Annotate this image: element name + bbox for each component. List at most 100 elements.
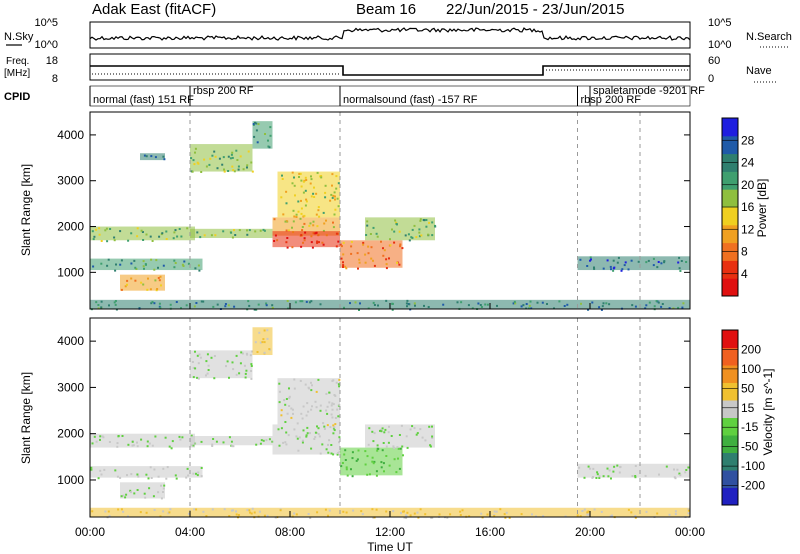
echo-cell bbox=[129, 491, 132, 494]
echo-cell bbox=[401, 445, 404, 448]
echo-cell bbox=[162, 155, 165, 158]
echo-band bbox=[272, 231, 340, 248]
echo-cell bbox=[211, 508, 214, 511]
echo-cell bbox=[328, 509, 331, 512]
echo-cell bbox=[191, 361, 194, 363]
echo-cell bbox=[205, 165, 208, 168]
echo-cell bbox=[459, 510, 462, 513]
echo-cell bbox=[311, 246, 314, 249]
echo-cell bbox=[92, 265, 95, 268]
echo-cell bbox=[383, 470, 385, 473]
echo-cell bbox=[303, 239, 306, 242]
echo-cell bbox=[171, 440, 174, 443]
echo-cell bbox=[292, 220, 295, 223]
echo-cell bbox=[239, 362, 242, 365]
echo-cell bbox=[124, 285, 127, 288]
echo-cell bbox=[323, 222, 326, 225]
echo-cell bbox=[91, 510, 94, 513]
y-tick-label: 4000 bbox=[57, 128, 84, 142]
y-tick-label: 2000 bbox=[57, 220, 84, 234]
echo-cell bbox=[331, 184, 333, 187]
echo-cell bbox=[618, 471, 621, 474]
echo-cell bbox=[364, 261, 367, 264]
echo-cell bbox=[393, 230, 396, 233]
echo-cell bbox=[579, 515, 582, 518]
echo-cell bbox=[608, 303, 611, 306]
echo-cell bbox=[351, 457, 354, 460]
echo-cell bbox=[280, 414, 283, 417]
power-echoes bbox=[90, 121, 690, 311]
echo-cell bbox=[319, 303, 322, 306]
echo-cell bbox=[286, 237, 289, 239]
freq-label: Freq. bbox=[6, 56, 29, 67]
echo-cell bbox=[232, 368, 235, 371]
echo-cell bbox=[304, 383, 307, 386]
echo-cell bbox=[589, 467, 592, 470]
echo-cell bbox=[379, 428, 382, 431]
echo-cell bbox=[356, 252, 359, 255]
echo-cell bbox=[299, 300, 302, 303]
echo-cell bbox=[413, 224, 416, 227]
echo-cell bbox=[93, 435, 96, 438]
echo-cell bbox=[366, 455, 369, 458]
echo-cell bbox=[246, 509, 249, 512]
echo-cell bbox=[313, 196, 316, 198]
echo-cell bbox=[165, 477, 168, 480]
echo-cell bbox=[644, 474, 647, 477]
echo-cell bbox=[235, 354, 238, 357]
echo-cell bbox=[468, 515, 471, 518]
echo-cell bbox=[596, 473, 599, 476]
echo-cell bbox=[281, 178, 284, 180]
echo-cell bbox=[190, 444, 193, 447]
echo-cell bbox=[346, 474, 349, 477]
echo-cell bbox=[333, 394, 336, 396]
echo-cell bbox=[263, 351, 266, 354]
echo-cell bbox=[387, 441, 390, 444]
echo-cell bbox=[417, 516, 420, 519]
echo-cell bbox=[246, 166, 248, 169]
cpid-segment-label: rbsp 200 RF bbox=[581, 94, 642, 106]
echo-cell bbox=[589, 259, 591, 262]
echo-cell bbox=[415, 236, 418, 239]
echo-cell bbox=[90, 468, 93, 471]
echo-cell bbox=[157, 475, 160, 478]
echo-cell bbox=[122, 494, 125, 497]
echo-cell bbox=[382, 442, 385, 444]
echo-cell bbox=[634, 476, 637, 479]
echo-cell bbox=[174, 229, 177, 232]
echo-cell bbox=[299, 379, 302, 382]
echo-cell bbox=[241, 352, 244, 355]
echo-cell bbox=[121, 435, 124, 437]
echo-cell bbox=[228, 376, 230, 379]
echo-cell bbox=[227, 155, 230, 158]
echo-cell bbox=[278, 444, 281, 447]
echo-cell bbox=[413, 302, 416, 305]
echo-cell bbox=[192, 159, 195, 162]
echo-cell bbox=[294, 194, 296, 197]
velocity-colorbar-step bbox=[722, 382, 738, 401]
power-time-gridlines bbox=[189, 112, 641, 309]
echo-cell bbox=[358, 309, 360, 311]
echo-cell bbox=[287, 434, 290, 437]
velocity-colorbar-frame bbox=[721, 329, 739, 506]
echo-cell bbox=[314, 436, 317, 439]
echo-cell bbox=[373, 460, 376, 463]
echo-cell bbox=[143, 267, 145, 270]
echo-cell bbox=[592, 467, 595, 470]
echo-cell bbox=[290, 416, 293, 419]
echo-cell bbox=[316, 225, 319, 228]
power-colorbar-tick-label: 24 bbox=[741, 156, 755, 170]
echo-cell bbox=[312, 220, 315, 223]
echo-cell bbox=[337, 452, 340, 454]
echo-cell bbox=[169, 508, 172, 511]
echo-cell bbox=[255, 308, 258, 311]
power-colorbar-tick-label: 4 bbox=[741, 267, 748, 281]
echo-cell bbox=[180, 307, 182, 310]
echo-cell bbox=[305, 198, 308, 201]
echo-cell bbox=[367, 443, 370, 446]
echo-cell bbox=[320, 175, 323, 177]
echo-cell bbox=[586, 511, 589, 514]
echo-cell bbox=[228, 515, 231, 517]
echo-cell bbox=[665, 465, 668, 468]
echo-cell bbox=[480, 512, 483, 515]
